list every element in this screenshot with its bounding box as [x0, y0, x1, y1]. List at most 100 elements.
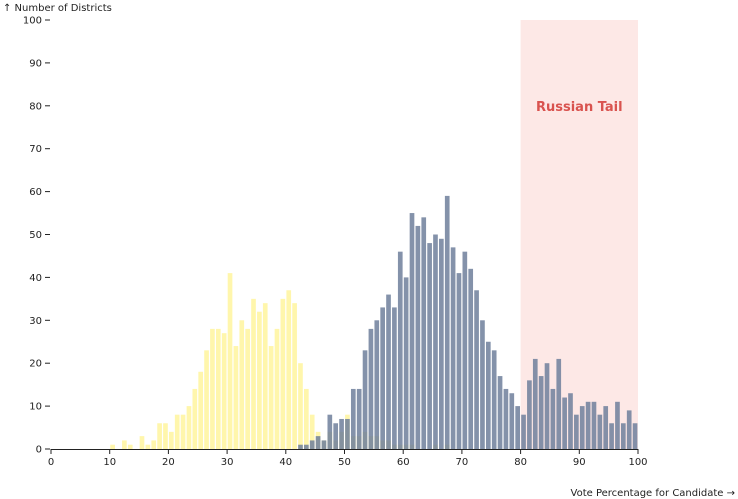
series-b-bar	[339, 418, 344, 449]
y-tick-label: 70	[29, 144, 42, 155]
series-b-bar	[386, 294, 391, 449]
y-axis-label: ↑ Number of Districts	[3, 3, 112, 14]
russian-tail-highlight	[520, 20, 638, 449]
series-b-bar	[544, 363, 550, 449]
series-b-bar	[397, 251, 403, 449]
series-b-bar	[468, 268, 474, 449]
x-tick-label: 70	[456, 457, 469, 468]
x-axis: 0 10 20 30 40 50 60 70 80 90 100	[48, 449, 648, 468]
series-b-bar	[415, 225, 421, 449]
series-a-bar	[139, 436, 145, 449]
series-a-bar	[163, 423, 168, 449]
series-b-bar	[485, 341, 491, 449]
series-a-bar	[262, 303, 268, 449]
series-b-bar	[515, 406, 520, 449]
series-b-bar	[556, 358, 562, 449]
series-a-bar	[204, 350, 209, 449]
x-tick-label: 60	[397, 457, 410, 468]
y-tick-label: 40	[29, 273, 42, 284]
x-tick-label: 20	[162, 457, 175, 468]
y-tick-label: 50	[29, 230, 42, 241]
series-b-bar	[562, 397, 567, 449]
series-b-bar	[345, 418, 350, 449]
y-tick-label: 60	[29, 187, 42, 198]
x-tick-label: 80	[514, 457, 527, 468]
series-b-bar	[403, 277, 409, 449]
series-b-bar	[421, 217, 427, 449]
series-b-bar	[356, 388, 362, 449]
series-b-bar	[327, 414, 333, 449]
series-b-bar	[620, 423, 626, 449]
series-b-bar	[585, 401, 591, 449]
series-a-bar	[157, 423, 162, 449]
y-tick-label: 30	[29, 316, 42, 327]
series-a-bar	[180, 414, 186, 449]
series-a-bar	[239, 320, 245, 449]
series-b-bar	[433, 234, 438, 449]
series-a-bar	[122, 440, 127, 449]
series-a-bar	[280, 298, 286, 449]
x-tick-label: 90	[573, 457, 586, 468]
x-axis-label: Vote Percentage for Candidate →	[571, 488, 735, 499]
series-a-bar	[110, 444, 115, 449]
series-b-bar	[362, 350, 368, 449]
series-b-bar	[380, 307, 385, 449]
series-b-bar	[609, 423, 614, 449]
series-a-bar	[257, 311, 262, 449]
series-a-bar	[145, 444, 151, 449]
series-a-bar	[309, 414, 315, 449]
series-a-bar	[286, 290, 292, 449]
series-b-bar	[462, 251, 468, 449]
series-a-bar	[192, 388, 198, 449]
series-b-bar	[527, 380, 532, 449]
series-b-bar	[574, 414, 579, 449]
series-b-bar	[392, 307, 397, 449]
y-tick-label: 80	[29, 101, 42, 112]
series-a-bar	[274, 328, 280, 449]
series-a-bar	[221, 333, 227, 449]
series-a-bar	[186, 406, 192, 449]
series-b-bar	[315, 436, 321, 449]
series-b-bar	[480, 320, 485, 449]
x-tick-label: 10	[103, 457, 116, 468]
series-a-bar	[127, 444, 133, 449]
series-b-bar	[538, 376, 544, 449]
series-b-bar	[374, 320, 380, 449]
series-a-bar	[174, 414, 180, 449]
y-axis: 0 10 20 30 40 50 60 70 80 90 100	[23, 16, 50, 456]
series-a-bar	[304, 388, 309, 449]
series-a-bar	[233, 346, 239, 449]
series-b-bar	[591, 401, 597, 449]
series-b-bar	[321, 440, 327, 449]
x-tick-label: 40	[279, 457, 292, 468]
series-a-bar	[292, 303, 297, 449]
series-b-bar	[509, 393, 515, 449]
series-a-bar	[268, 346, 274, 449]
series-b-bar	[409, 213, 415, 449]
series-a-bar	[210, 328, 215, 449]
series-b-bar	[603, 406, 609, 449]
x-tick-label: 0	[48, 457, 54, 468]
series-a-bar	[169, 431, 174, 449]
series-b-bar	[550, 388, 556, 449]
x-tick-label: 50	[338, 457, 351, 468]
series-a-bar	[227, 273, 233, 449]
series-a-bar	[215, 328, 221, 449]
y-tick-label: 10	[29, 402, 42, 413]
y-tick-label: 100	[23, 16, 42, 27]
series-b-bar	[427, 243, 432, 449]
series-b-bar	[632, 423, 638, 449]
series-a-bar	[245, 328, 250, 449]
x-tick-label: 30	[221, 457, 234, 468]
series-b-bar	[474, 290, 479, 449]
y-tick-label: 90	[29, 58, 42, 69]
series-a-bar	[151, 440, 157, 449]
series-b-bar	[298, 444, 303, 449]
series-b-bar	[304, 444, 309, 449]
series-b-bar	[503, 388, 509, 449]
series-b-bar	[579, 406, 585, 449]
series-b-bar	[626, 410, 632, 449]
series-a-bar	[298, 363, 303, 449]
series-b-bar	[333, 423, 339, 449]
